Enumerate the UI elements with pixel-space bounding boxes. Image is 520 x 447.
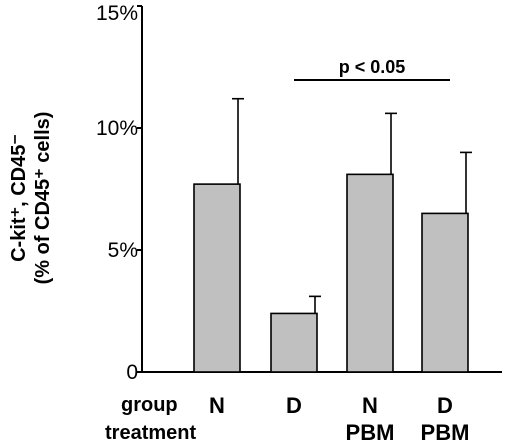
group-row-label: group: [121, 394, 178, 416]
label-layer: C-kit⁺, CD45⁻ (% of CD45⁺ cells) group t…: [8, 57, 469, 445]
treatment-row-label: treatment: [105, 422, 196, 444]
group-label-2: N: [362, 393, 378, 418]
group-label-3: D: [437, 393, 453, 418]
treatment-label-3: PBM: [421, 420, 470, 445]
y-axis-label-line1: C-kit⁺, CD45⁻: [8, 134, 30, 262]
group-label-0: N: [209, 393, 225, 418]
bar-3: [421, 212, 469, 373]
bar-0: [193, 183, 241, 373]
y-tick-label-1: 5%: [108, 239, 138, 262]
bar-2: [346, 173, 394, 373]
bar-1: [270, 312, 318, 373]
treatment-label-2: PBM: [346, 420, 395, 445]
y-tick-label-0: 0: [126, 361, 138, 384]
bar-layer: [193, 97, 472, 373]
y-axis-label-line2: (% of CD45⁺ cells): [32, 112, 54, 285]
y-tick-label-3: 15%: [96, 2, 138, 25]
y-tick-label-2: 10%: [96, 117, 138, 140]
significance-label: p < 0.05: [339, 57, 406, 77]
group-label-1: D: [286, 393, 302, 418]
